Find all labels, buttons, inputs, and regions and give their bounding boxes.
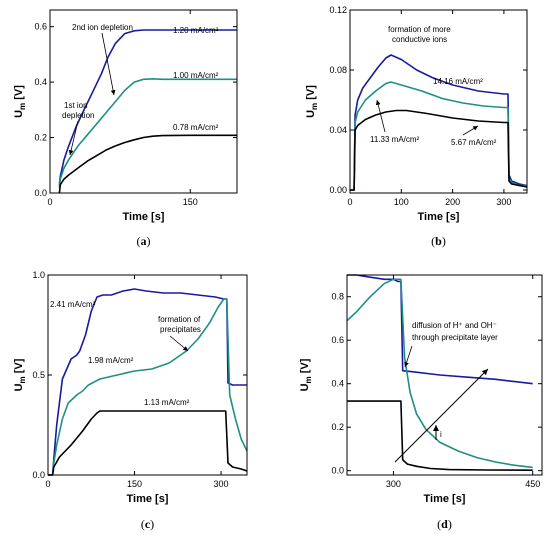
y-tick-label: 0.04 [329, 125, 347, 135]
arrow-diffusion [404, 345, 413, 368]
y-axis-label: Um [V] [13, 85, 27, 118]
y-tick-label: 0.08 [329, 65, 347, 75]
y-tick-label: 1.0 [32, 270, 45, 280]
y-tick-label: 0.4 [34, 77, 47, 87]
panel-caption: (c) [141, 517, 154, 531]
x-tick-label: 0 [47, 197, 52, 207]
arrow-5-67 [462, 125, 479, 136]
panel-caption: (b) [431, 234, 446, 248]
y-tick-label: 0.12 [329, 5, 347, 15]
y-tick-label: 0.5 [32, 370, 45, 380]
label-1-98: 1.98 mA/cm² [88, 356, 134, 365]
x-tick-label: 0 [45, 479, 50, 489]
y-axis-label: Um [V] [13, 358, 27, 391]
series-line-0 [48, 288, 247, 476]
panel-c: 0 150 300 0.0 0.5 1.0 Time [s] Um [V] (c) [13, 270, 248, 531]
x-axis-label: Time [s] [418, 211, 460, 223]
panel-b: 0 100 200 300 0.00 0.04 0.08 0.12 Time [s] Um [V]… [305, 5, 528, 248]
series-line-2 [58, 134, 237, 194]
series-line-2 [350, 109, 528, 191]
panel-caption: (a) [137, 234, 151, 248]
annotation-depletion: depletion [62, 111, 94, 120]
annotation-through-layer: through precipitate layer [412, 333, 498, 342]
arrow-1st-ion [68, 120, 79, 156]
x-tick-label: 150 [127, 479, 142, 489]
y-tick-label: 0.0 [331, 466, 344, 476]
annotation-2nd-ion-depletion: 2nd ion depletion [72, 23, 133, 32]
panel-a: 0 150 0.0 0.2 0.4 0.6 Time [s] Um [V] (a) [13, 9, 238, 248]
y-tick-label: 0.6 [331, 335, 344, 345]
annotation-formation-more: formation of more [388, 25, 451, 34]
x-tick-label: 300 [496, 197, 511, 207]
x-tick-label: 300 [386, 479, 401, 489]
label-14-16: 14.16 mA/cm² [433, 77, 483, 86]
label-0-78: 0.78 mA/cm² [173, 123, 219, 132]
label-1-00: 1.00 mA/cm² [173, 71, 219, 80]
y-tick-label: 0.8 [331, 292, 344, 302]
x-tick-label: 450 [525, 479, 540, 489]
x-tick-label: 200 [445, 197, 460, 207]
arrow-11-33 [375, 99, 386, 133]
y-axis-label: Um [V] [305, 85, 319, 118]
label-11-33: 11.33 mA/cm² [370, 135, 420, 144]
annotation-1st-ion: 1st ion [64, 101, 88, 110]
y-tick-label: 0.2 [34, 133, 47, 143]
arrow-precipitates [169, 335, 189, 352]
arrow-current-increase [394, 368, 489, 463]
annotation-conductive-ions: conductive ions [392, 35, 447, 44]
y-tick-label: 0.4 [331, 379, 344, 389]
series-line-1 [58, 78, 237, 188]
label-5-67: 5.67 mA/cm² [451, 138, 497, 147]
series-line-0 [58, 29, 237, 185]
annotation-i: i [440, 430, 442, 439]
x-axis-label: Time [s] [424, 493, 466, 505]
y-tick-label: 0.0 [34, 188, 47, 198]
label-1-13: 1.13 mA/cm² [144, 398, 190, 407]
plot-frame [349, 9, 528, 194]
plot-frame [346, 274, 543, 476]
panel-caption: (d) [437, 517, 452, 531]
arrow-2nd-ion [101, 32, 116, 96]
label-1-20: 1.20 mA/cm² [173, 26, 219, 35]
series-line-1 [346, 278, 533, 469]
x-tick-label: 0 [347, 197, 352, 207]
annotation-precipitates: precipitates [160, 325, 201, 334]
y-tick-label: 0.00 [329, 185, 347, 195]
x-axis-label: Time [s] [123, 211, 165, 223]
series-line-2 [347, 400, 533, 472]
y-tick-label: 0.0 [32, 470, 45, 480]
y-tick-label: 0.2 [331, 422, 344, 432]
annotation-diffusion: diffusion of H⁺ and OH⁻ [412, 321, 497, 330]
panel-d: 300 450 0.0 0.2 0.4 0.6 0.8 Time [s] Um [V] (d) [299, 274, 543, 531]
x-tick-label: 300 [214, 479, 229, 489]
series-line-0 [347, 274, 533, 385]
y-axis-label: Um [V] [299, 358, 313, 391]
series-line-1 [48, 298, 248, 476]
label-2-41: 2.41 mA/cm² [50, 300, 96, 309]
x-tick-label: 100 [394, 197, 409, 207]
y-tick-label: 0.6 [34, 22, 47, 32]
series-line-2 [48, 410, 248, 476]
x-axis-label: Time [s] [127, 493, 169, 505]
plot-frame [49, 9, 238, 194]
x-tick-label: 150 [183, 197, 198, 207]
annotation-formation-of: formation of [158, 315, 201, 324]
